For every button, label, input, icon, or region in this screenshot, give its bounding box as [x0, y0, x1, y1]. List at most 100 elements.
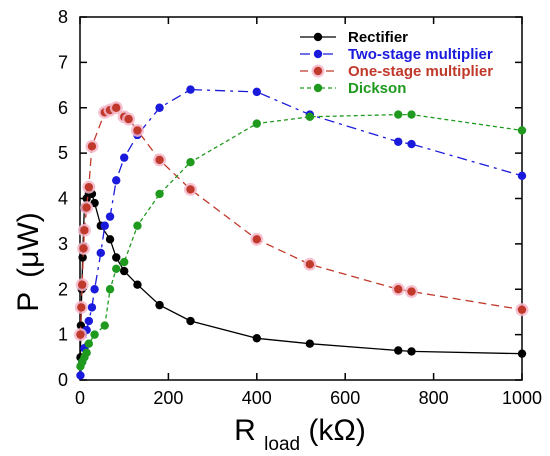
data-point — [100, 321, 109, 330]
legend-entry: Rectifier — [300, 29, 408, 46]
legend-label: Rectifier — [348, 29, 408, 46]
data-point — [87, 303, 97, 312]
data-point — [105, 285, 115, 294]
series-line-rectifier — [79, 193, 523, 358]
data-point — [84, 339, 94, 348]
data-point — [517, 349, 527, 358]
data-point — [133, 221, 142, 230]
data-point — [155, 103, 164, 112]
data-point — [96, 248, 105, 258]
y-axis-symbol: P — [12, 292, 45, 311]
y-axis-title: P (μW) — [12, 212, 45, 311]
series-layer — [73, 85, 529, 380]
x-tick-label: 0 — [75, 388, 85, 408]
x-axis-symbol: R — [234, 414, 256, 447]
x-axis-unit: (kΩ) — [308, 414, 365, 447]
data-point — [186, 316, 195, 326]
data-point — [186, 85, 195, 94]
y-tick-label: 7 — [58, 52, 68, 72]
data-point — [80, 226, 89, 235]
data-point — [120, 266, 129, 276]
data-point — [407, 347, 416, 356]
data-point — [120, 257, 129, 267]
data-point — [82, 203, 91, 212]
data-point — [517, 305, 527, 314]
data-point — [155, 155, 164, 165]
data-point — [155, 300, 164, 310]
legend-entry: One-stage multiplier — [300, 63, 493, 80]
legend-label: Two-stage multiplier — [348, 46, 493, 63]
data-point — [112, 176, 121, 185]
data-point — [112, 103, 121, 112]
series-two-stage-multiplier — [76, 85, 527, 380]
data-point — [79, 244, 88, 253]
data-point — [394, 285, 403, 294]
data-point — [100, 221, 109, 230]
data-point — [305, 339, 315, 348]
data-point — [407, 139, 416, 149]
series-line-dickson — [79, 113, 523, 367]
data-point — [76, 371, 85, 380]
data-point — [517, 171, 527, 181]
series-one-stage-multiplier — [73, 101, 529, 342]
y-tick-label: 8 — [58, 7, 68, 27]
data-point — [124, 114, 133, 124]
legend-label: Dickson — [348, 80, 406, 97]
data-point — [252, 87, 261, 97]
data-point — [407, 287, 416, 296]
y-tick-label: 4 — [58, 189, 68, 209]
data-point — [78, 280, 87, 289]
y-tick-label: 5 — [58, 143, 68, 163]
series-line-one-stage-multiplier — [79, 107, 523, 335]
data-point — [90, 330, 99, 339]
data-point — [252, 334, 261, 343]
legend-entry: Two-stage multiplier — [300, 46, 493, 63]
data-point — [84, 316, 94, 326]
y-tick-label: 0 — [58, 370, 68, 390]
data-point — [133, 126, 142, 135]
data-point — [252, 119, 261, 128]
x-axis-subscript: load — [264, 434, 300, 455]
data-point — [252, 235, 261, 244]
legend-marker — [313, 49, 323, 59]
data-point — [305, 260, 315, 269]
x-tick-label: 200 — [153, 388, 183, 408]
data-point — [77, 303, 86, 312]
x-tick-label: 800 — [419, 388, 449, 408]
data-point — [394, 110, 403, 119]
x-tick-label: 400 — [242, 388, 272, 408]
series-dickson — [76, 110, 527, 371]
data-point — [82, 348, 91, 357]
x-tick-label: 600 — [330, 388, 360, 408]
y-tick-label: 3 — [58, 234, 68, 254]
data-point — [76, 330, 85, 339]
series-line-two-stage-multiplier — [79, 88, 523, 376]
data-point — [133, 280, 142, 289]
data-point — [305, 112, 315, 122]
legend-entry: Dickson — [300, 80, 406, 97]
y-tick-label: 1 — [58, 325, 68, 345]
data-point — [394, 346, 403, 355]
data-point — [155, 189, 164, 199]
data-point — [112, 253, 121, 262]
data-point — [186, 158, 195, 167]
x-tick-label: 1000 — [502, 388, 542, 408]
data-point — [105, 212, 115, 221]
data-point — [517, 126, 527, 135]
legend-label: One-stage multiplier — [348, 63, 493, 80]
data-point — [78, 253, 87, 262]
legend-marker — [313, 66, 323, 76]
data-point — [105, 235, 115, 244]
data-point — [186, 185, 195, 194]
series-rectifier — [76, 189, 527, 362]
legend-marker — [313, 32, 323, 42]
data-point — [84, 182, 94, 192]
legend-marker — [313, 83, 323, 93]
y-tick-label: 2 — [58, 279, 68, 299]
data-point — [90, 285, 99, 294]
data-point — [76, 321, 86, 330]
y-axis-unit: (μW) — [12, 212, 45, 278]
data-point — [87, 142, 97, 151]
axis-ticks: 0 200 400 600 800 1000 0 1 2 3 4 5 6 7 8 — [58, 7, 542, 408]
